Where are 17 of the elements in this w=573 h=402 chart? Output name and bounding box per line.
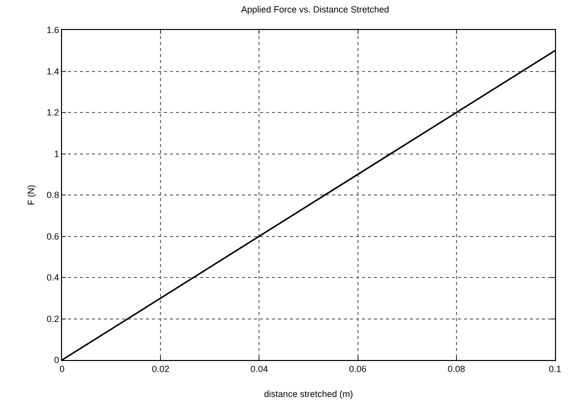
- y-tick-label: 1: [54, 148, 60, 159]
- y-tick-label: 0.6: [46, 231, 60, 242]
- y-tick-label: 1.2: [46, 108, 60, 118]
- x-tick-label: 0.1: [548, 364, 562, 374]
- y-tick-label: 0.4: [46, 272, 60, 283]
- chart-title: Applied Force vs. Distance Stretched: [241, 4, 390, 14]
- y-axis-title: F (N): [26, 184, 36, 206]
- y-tick-label: 0.2: [46, 314, 60, 324]
- x-tick-label: 0.04: [250, 364, 268, 374]
- y-tick-label: 0: [54, 355, 60, 366]
- x-tick-label: 0.08: [448, 364, 466, 374]
- y-tick-label: 1.4: [46, 66, 60, 76]
- x-tick-label: 0.02: [152, 364, 170, 374]
- y-tick-label: 1.6: [46, 25, 60, 36]
- y-tick-label: 0.8: [46, 190, 60, 200]
- x-axis-title: distance stretched (m): [264, 389, 354, 399]
- x-tick-label: 0.06: [349, 364, 367, 374]
